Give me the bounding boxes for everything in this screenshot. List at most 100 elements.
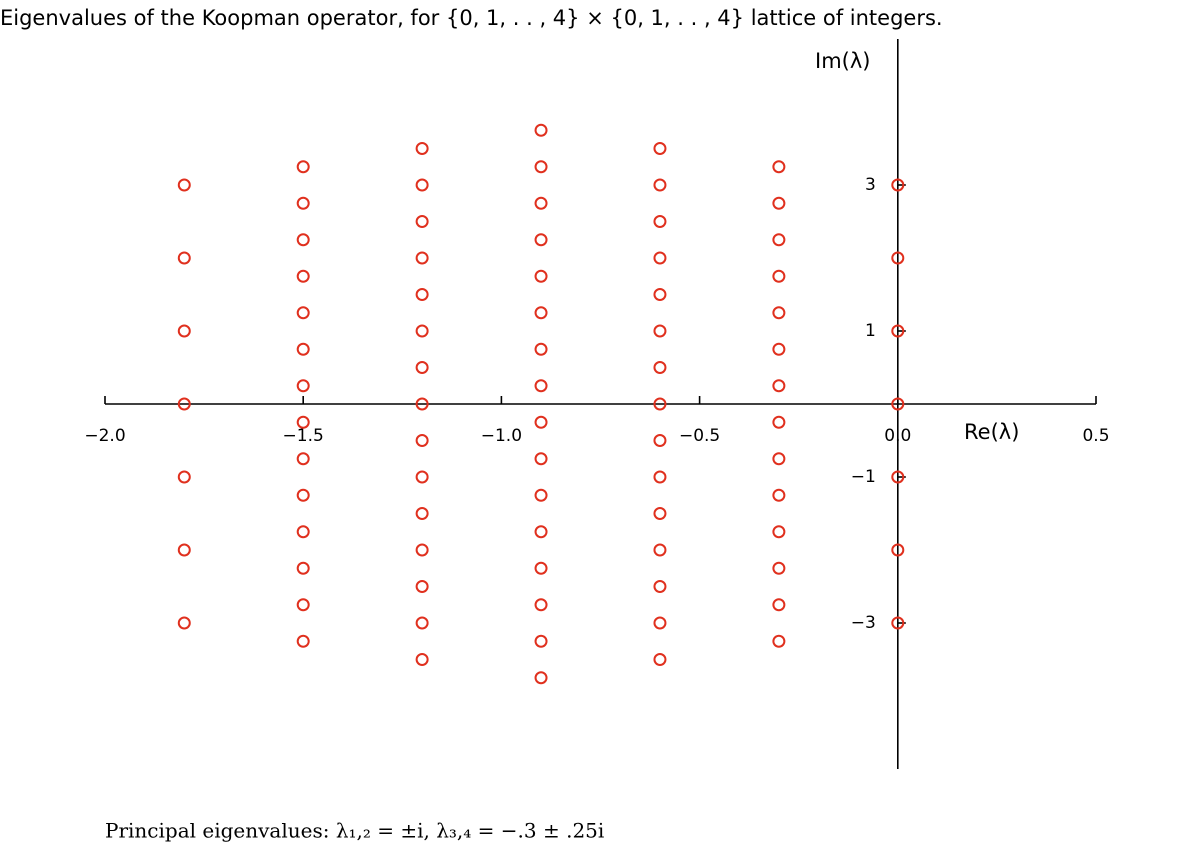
point (653, 178, 667, 192)
point (415, 653, 429, 666)
chart-title: Eigenvalues of the Koopman operator, for… (0, 6, 943, 30)
point (891, 397, 905, 411)
x-tick-label: −0.5 (679, 426, 720, 446)
point (177, 251, 191, 265)
point (296, 196, 310, 210)
y-tick-label: 1 (865, 321, 876, 341)
point (534, 634, 548, 648)
point (772, 561, 786, 575)
point (534, 306, 548, 320)
point (653, 434, 667, 447)
point (653, 543, 667, 557)
point (296, 452, 310, 466)
point (415, 616, 429, 630)
point (653, 361, 667, 374)
point (415, 434, 429, 447)
point (653, 653, 667, 666)
point (296, 598, 310, 612)
point (891, 616, 905, 630)
point (415, 288, 429, 301)
point (534, 342, 548, 356)
point (177, 616, 191, 630)
x-tick-label: 0.0 (884, 426, 911, 446)
point (296, 233, 310, 247)
point (653, 324, 667, 338)
point (534, 160, 548, 174)
point (415, 543, 429, 557)
point (415, 251, 429, 265)
point (653, 470, 667, 484)
y-tick-label: 3 (865, 175, 876, 195)
point (772, 342, 786, 356)
point (653, 215, 667, 228)
point (772, 415, 786, 429)
point (891, 470, 905, 484)
x-tick-label: 0.5 (1082, 426, 1109, 446)
point (534, 561, 548, 575)
point (415, 397, 429, 411)
point (534, 379, 548, 393)
point (653, 288, 667, 301)
point (772, 233, 786, 247)
point (534, 269, 548, 283)
point (415, 215, 429, 228)
point (177, 397, 191, 411)
point (177, 324, 191, 338)
point (534, 415, 548, 429)
x-tick-label: −1.5 (283, 426, 324, 446)
point (415, 178, 429, 192)
point (891, 178, 905, 192)
point (891, 543, 905, 557)
point (296, 342, 310, 356)
x-tick-label: −2.0 (84, 426, 125, 446)
point (177, 543, 191, 557)
point (653, 507, 667, 520)
point (772, 452, 786, 466)
point (415, 361, 429, 374)
point (177, 178, 191, 192)
point (772, 160, 786, 174)
point (534, 598, 548, 612)
point (772, 379, 786, 393)
point (772, 598, 786, 612)
point (296, 634, 310, 648)
point (296, 269, 310, 283)
point (534, 233, 548, 247)
y-tick-label: −3 (851, 613, 876, 633)
point (772, 306, 786, 320)
point (534, 196, 548, 210)
point (415, 470, 429, 484)
point (534, 671, 548, 685)
point (415, 507, 429, 520)
y-axis-label: Im(λ) (815, 49, 870, 73)
point (296, 525, 310, 539)
point (653, 251, 667, 265)
point (534, 123, 548, 137)
point (296, 379, 310, 393)
point (415, 142, 429, 155)
point (653, 580, 667, 593)
point (534, 488, 548, 502)
point (296, 160, 310, 174)
point (534, 452, 548, 466)
point (772, 269, 786, 283)
point (653, 397, 667, 411)
point (891, 324, 905, 338)
point (653, 616, 667, 630)
point (296, 306, 310, 320)
point (772, 196, 786, 210)
x-tick-label: −1.0 (481, 426, 522, 446)
point (772, 634, 786, 648)
point (177, 470, 191, 484)
point (415, 580, 429, 593)
point (653, 142, 667, 155)
point (296, 488, 310, 502)
point (415, 324, 429, 338)
annotation: Principal eigenvalues: λ₁,₂ = ±i, λ₃,₄ =… (105, 819, 604, 843)
x-axis-label: Re(λ) (964, 420, 1019, 444)
point (772, 488, 786, 502)
point (534, 525, 548, 539)
point (296, 561, 310, 575)
y-tick-label: −1 (851, 467, 876, 487)
